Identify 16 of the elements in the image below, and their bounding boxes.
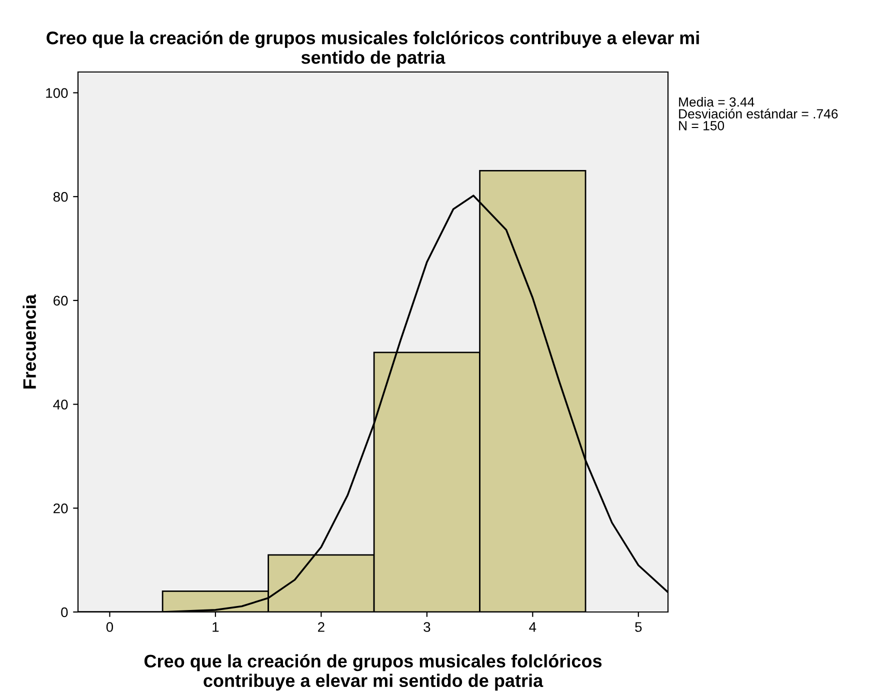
y-tick-label: 20	[54, 503, 68, 514]
y-axis-title: Frecuencia	[22, 294, 36, 388]
x-tick-label: 2	[318, 622, 324, 632]
y-tick-label: 100	[46, 88, 68, 98]
x-tick-label: 1	[212, 622, 219, 632]
x-tick-label: 5	[635, 622, 642, 632]
chart-title: Creo que la creación de grupos musicales folclóricos contribuye a elevar mi sentido de patria	[46, 30, 699, 68]
x-tick-label: 3	[424, 622, 430, 632]
x-tick-label: 0	[106, 622, 114, 632]
y-tick-label: 60	[54, 296, 68, 306]
x-axis-title: Creo que la creación de grupos musicales folclóricos contribuye a elevar mi sentido de patria	[144, 654, 602, 691]
text: Media = 3.44 Desviación estándar = .746 N = 150	[679, 97, 838, 130]
y-tick-label: 80	[53, 192, 68, 202]
y-tick-label: 0	[61, 607, 68, 618]
x-tick-label: 4	[529, 622, 536, 632]
y-tick-label: 40	[53, 400, 68, 410]
